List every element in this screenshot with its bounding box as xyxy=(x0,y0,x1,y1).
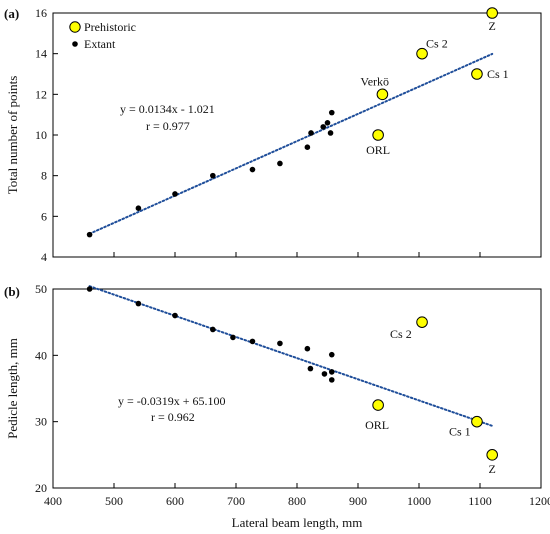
y-tick-label-b: 40 xyxy=(35,348,47,362)
panel-a-correlation: r = 0.977 xyxy=(146,119,190,133)
panel-b-correlation: r = 0.962 xyxy=(151,410,195,424)
extant-point-b xyxy=(172,312,178,319)
plot-frame-b xyxy=(52,288,542,489)
extant-point-a xyxy=(249,166,256,173)
extant-point-a xyxy=(277,160,283,167)
point-label-b: Cs 2 xyxy=(390,327,412,341)
y-tick-label-b: 30 xyxy=(35,415,47,429)
prehistoric-point-a xyxy=(372,129,384,141)
x-tick-label: 900 xyxy=(349,494,367,508)
extant-point-a xyxy=(324,120,331,126)
prehistoric-point-b xyxy=(486,449,499,461)
point-label-a: Z xyxy=(489,19,496,33)
legend-marker-extant xyxy=(72,41,78,47)
point-label-b: Cs 1 xyxy=(449,425,471,439)
extant-point-a xyxy=(210,172,216,179)
x-tick-label: 700 xyxy=(227,494,245,508)
point-label-a: Cs 2 xyxy=(426,37,448,51)
y-tick-label-a: 12 xyxy=(35,87,47,101)
extant-point-b xyxy=(86,286,93,292)
y-tick-label-b: 50 xyxy=(35,282,47,296)
extant-point-b xyxy=(307,365,314,372)
x-tick-label: 800 xyxy=(288,494,306,508)
panel-a: (a) Total number of points 4 6 8 10 12 14 16 V… xyxy=(4,6,542,264)
panel-a-equation: y = 0.0134x - 1.021 xyxy=(120,102,215,116)
extant-point-b xyxy=(321,371,328,377)
y-tick-label-a: 8 xyxy=(41,169,47,183)
extant-point-b xyxy=(328,369,335,375)
panel-b-y-axis-label: Pedicle length, mm xyxy=(5,338,20,439)
extant-point-b xyxy=(304,345,311,352)
panel-a-label: (a) xyxy=(4,6,19,21)
panel-a-y-axis-label: Total number of points xyxy=(5,76,20,195)
extant-point-b xyxy=(210,326,216,333)
extant-point-a xyxy=(86,231,93,238)
x-axis-label: Lateral beam length, mm xyxy=(232,515,363,530)
prehistoric-point-a xyxy=(486,7,499,19)
point-label-b: ORL xyxy=(365,418,389,432)
prehistoric-point-a xyxy=(376,88,389,101)
y-tick-label-a: 14 xyxy=(35,47,47,61)
extant-point-a xyxy=(320,124,327,130)
x-tick-label: 1000 xyxy=(407,494,431,508)
trendline-a xyxy=(88,52,494,235)
extant-point-a xyxy=(308,130,314,136)
extant-point-a xyxy=(135,205,142,211)
x-tick-label: 1200 xyxy=(529,494,550,508)
extant-point-b xyxy=(328,377,335,383)
y-tick-label-a: 6 xyxy=(41,209,47,223)
extant-point-b xyxy=(277,340,283,347)
prehistoric-point-b xyxy=(416,316,428,328)
panel-b-label: (b) xyxy=(4,284,20,299)
prehistoric-point-b xyxy=(372,399,384,411)
prehistoric-point-a xyxy=(416,47,428,60)
extant-point-a xyxy=(328,109,335,116)
legend-label-extant: Extant xyxy=(84,37,116,51)
extant-point-a xyxy=(304,144,311,150)
y-tick-label-a: 16 xyxy=(35,6,47,20)
legend: Prehistoric Extant xyxy=(69,20,136,51)
x-tick-label: 1100 xyxy=(468,494,492,508)
x-tick-label: 600 xyxy=(166,494,184,508)
prehistoric-point-a xyxy=(471,68,483,80)
panel-b: (b) Pedicle length, mm 20 30 40 50 400 500 600… xyxy=(4,282,550,530)
x-tick-label: 400 xyxy=(44,494,62,508)
y-tick-label-a: 4 xyxy=(41,250,47,264)
extant-point-a xyxy=(172,191,178,197)
extant-point-b xyxy=(249,338,256,345)
legend-label-prehistoric: Prehistoric xyxy=(84,20,136,34)
legend-marker-prehistoric xyxy=(69,21,81,33)
panel-b-equation: y = -0.0319x + 65.100 xyxy=(118,394,226,408)
extant-point-b xyxy=(328,351,335,358)
x-tick-label: 500 xyxy=(105,494,123,508)
y-tick-label-a: 10 xyxy=(35,128,47,142)
trendline-b xyxy=(88,285,494,427)
point-label-a: ORL xyxy=(366,143,390,157)
extant-point-b xyxy=(230,334,236,341)
prehistoric-point-b xyxy=(471,415,483,428)
plot-frame-a xyxy=(52,12,542,258)
point-label-a: Cs 1 xyxy=(487,67,509,81)
extant-point-a xyxy=(327,130,334,136)
extant-point-b xyxy=(135,300,142,307)
y-tick-label-b: 20 xyxy=(35,481,47,495)
point-label-b: Z xyxy=(489,462,496,476)
point-label-a: Verkö xyxy=(360,74,389,88)
